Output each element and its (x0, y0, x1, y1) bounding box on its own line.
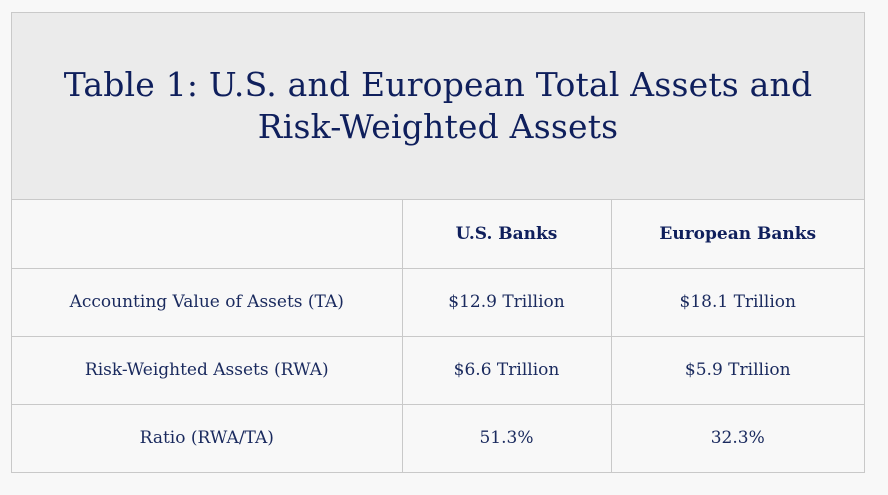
header-european-banks: European Banks (611, 200, 864, 269)
row-label: Ratio (RWA/TA) (12, 404, 403, 472)
header-us-banks: U.S. Banks (402, 200, 612, 269)
assets-table: U.S. Banks European Banks Accounting Val… (12, 200, 864, 472)
assets-table-container: Table 1: U.S. and European Total Assets … (11, 12, 865, 473)
cell-us-value: $12.9 Trillion (402, 268, 612, 337)
row-label: Risk-Weighted Assets (RWA) (12, 336, 403, 405)
row-label: Accounting Value of Assets (TA) (12, 268, 403, 337)
table-row: Ratio (RWA/TA) 51.3% 32.3% (12, 404, 864, 472)
cell-us-value: $6.6 Trillion (402, 336, 612, 405)
table-title-band: Table 1: U.S. and European Total Assets … (12, 13, 864, 200)
header-empty (12, 200, 403, 269)
cell-eu-value: $5.9 Trillion (611, 336, 864, 405)
table-row: Risk-Weighted Assets (RWA) $6.6 Trillion… (12, 336, 864, 405)
cell-eu-value: 32.3% (710, 428, 765, 449)
table-header-row: U.S. Banks European Banks (12, 200, 864, 269)
table-title: Table 1: U.S. and European Total Assets … (63, 65, 813, 146)
cell-eu-value: $18.1 Trillion (611, 268, 864, 337)
cell-us-value: 51.3% (402, 404, 612, 472)
table-row: Accounting Value of Assets (TA) $12.9 Tr… (12, 268, 864, 337)
